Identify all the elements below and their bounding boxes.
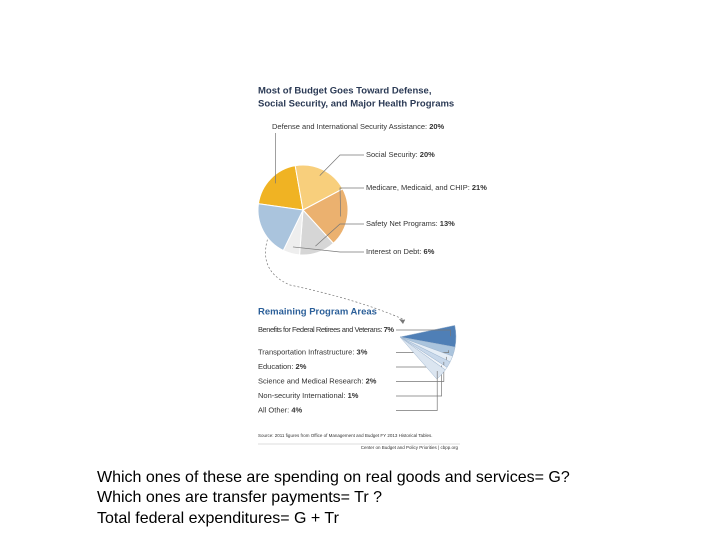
slice-label: Social Security: 20% <box>366 150 435 159</box>
leader-line <box>396 329 451 337</box>
slide-text: Which ones of these are spending on real… <box>97 469 570 486</box>
value-label: 2% <box>366 376 377 385</box>
value-label: 7% <box>384 325 395 334</box>
slice-label: All Other: 4% <box>258 405 303 414</box>
category-label: Medicare, Medicaid, and CHIP: <box>366 183 470 192</box>
category-label: Interest on Debt: <box>366 247 421 256</box>
leader-line <box>319 154 364 176</box>
fan-title: Remaining Program Areas <box>258 307 377 318</box>
value-label: 20% <box>420 150 435 159</box>
value-label: 3% <box>357 347 368 356</box>
pie-slice <box>294 164 344 211</box>
slice-label: Benefits for Federal Retirees and Vetera… <box>258 325 394 334</box>
value-label: 13% <box>440 219 455 228</box>
pie-slice <box>302 188 349 244</box>
slice-label: Non-security International: 1% <box>258 391 359 400</box>
category-label: Education: <box>258 362 293 371</box>
category-label: Social Security: <box>366 150 418 159</box>
value-label: 4% <box>291 405 302 414</box>
value-label: 2% <box>296 362 307 371</box>
slice-label: Interest on Debt: 6% <box>366 247 435 256</box>
slice-label: Medicare, Medicaid, and CHIP: 21% <box>366 183 487 192</box>
arrow-head <box>399 319 405 324</box>
leader-line <box>315 223 364 247</box>
slice-label: Transportation Infrastructure: 3% <box>258 347 368 356</box>
leader-line <box>339 187 364 217</box>
credit: Center on Budget and Policy Priorities |… <box>361 445 459 450</box>
source: Source: 2011 figures from Office of Mana… <box>258 433 433 438</box>
leader-line <box>396 365 442 397</box>
category-label: Transportation Infrastructure: <box>258 347 354 356</box>
category-label: All Other: <box>258 405 289 414</box>
slice-label: Safety Net Programs: 13% <box>366 219 455 228</box>
pie-slice <box>257 203 304 252</box>
slide-text: Total federal expenditures= G + Tr <box>97 510 340 527</box>
pie-slice <box>257 165 304 211</box>
value-label: 20% <box>429 122 444 131</box>
leader-line <box>292 246 364 253</box>
value-label: 21% <box>472 183 487 192</box>
category-label: Science and Medical Research: <box>258 376 363 385</box>
category-label: Defense and International Security Assis… <box>272 122 427 131</box>
leader-line <box>396 370 438 411</box>
category-label: Non-security International: <box>258 391 346 400</box>
slice-label: Science and Medical Research: 2% <box>258 376 377 385</box>
chart-title: Social Security, and Major Health Progra… <box>258 99 454 110</box>
value-label: 6% <box>424 247 435 256</box>
chart-title: Most of Budget Goes Toward Defense, <box>258 86 431 97</box>
category-label: Benefits for Federal Retirees and Vetera… <box>258 325 382 334</box>
category-label: Safety Net Programs: <box>366 219 438 228</box>
connector <box>265 231 406 321</box>
slice-label: Defense and International Security Assis… <box>272 122 445 131</box>
slice-label: Education: 2% <box>258 362 307 371</box>
value-label: 1% <box>348 391 359 400</box>
slide-text: Which ones are transfer payments= Tr ? <box>97 489 382 506</box>
